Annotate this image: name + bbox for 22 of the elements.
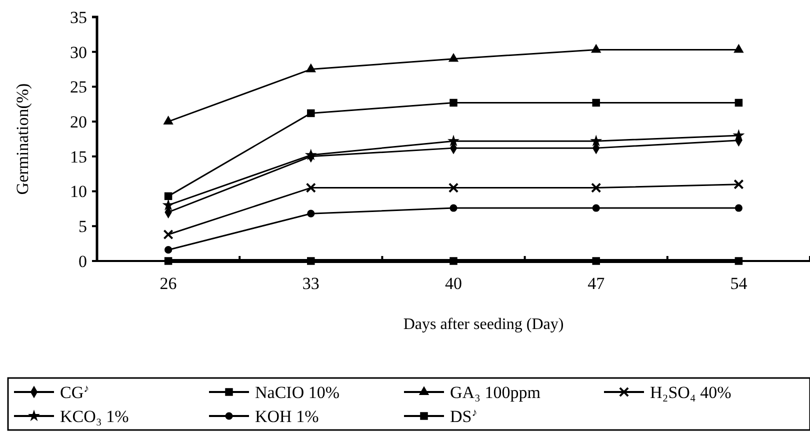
y-tick-label: 25 bbox=[70, 78, 87, 97]
legend-label: GA₃ 100ppm bbox=[450, 382, 540, 402]
legend-label: CG$^{♪}$ bbox=[60, 382, 90, 402]
y-tick-label: 10 bbox=[70, 182, 87, 202]
legend-label: KCO₃ 1% bbox=[60, 406, 129, 426]
legend-label: NaCIO 10% bbox=[255, 382, 340, 402]
y-tick-label: 15 bbox=[70, 147, 87, 166]
x-tick-label: 33 bbox=[302, 274, 320, 293]
y-tick-label: 30 bbox=[70, 42, 87, 62]
legend-label: DS$^{♪}$ bbox=[450, 406, 478, 426]
x-tick-label: 40 bbox=[445, 274, 462, 293]
y-tick-label: 20 bbox=[70, 112, 87, 132]
y-tick-label: 5 bbox=[78, 217, 87, 236]
x-tick-label: 54 bbox=[730, 274, 748, 293]
legend-label: H₂SO₄ 40% bbox=[650, 382, 732, 402]
x-tick-label: 47 bbox=[588, 274, 606, 293]
y-axis-title: Germination(%) bbox=[13, 83, 32, 195]
y-tick-label: 0 bbox=[78, 252, 87, 271]
x-tick-label: 26 bbox=[160, 274, 177, 293]
y-tick-label: 35 bbox=[70, 8, 87, 27]
x-axis-title: Days after seeding (Day) bbox=[403, 316, 564, 333]
legend-label: KOH 1% bbox=[255, 406, 319, 426]
